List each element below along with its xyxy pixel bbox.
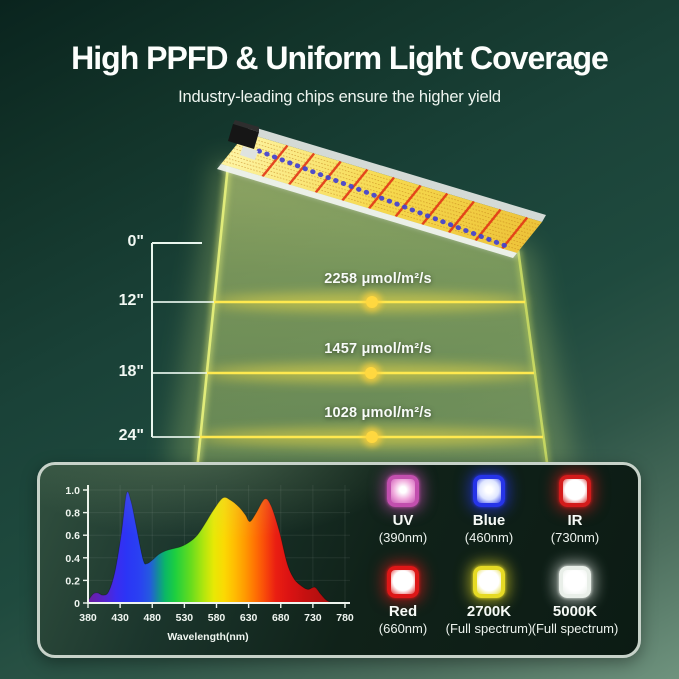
legend-label: Red [388,603,418,620]
distance-label-12: 12" [118,292,144,309]
driver-box [228,124,259,149]
legend-sublabel: (460nm) [464,530,514,545]
legend-label: 2700K [466,603,512,620]
svg-text:530: 530 [176,612,194,624]
legend-label: Blue [472,512,506,529]
legend-item-red: Red (660nm) [360,562,446,653]
distance-label-0: 0" [127,233,144,250]
ppfd-value-18: 1457 μmol/m²/s [324,341,432,357]
coverage-line-18in [152,363,537,383]
legend-sublabel: (730nm) [550,530,600,545]
legend-item-2700k: 2700K (Full spectrum) [446,562,532,653]
coverage-line-24in [152,427,545,447]
spectrum-panel: 380 430 480 530 580 630 680 730 780 1.0 0.8 0.6 0.4 0… [37,462,641,658]
svg-text:630: 630 [240,612,258,624]
coverage-line-12in [152,292,528,312]
warm-white-led-icon [473,566,505,598]
svg-text:0: 0 [74,598,80,610]
uv-led-icon [387,475,419,507]
legend-label: 5000K [552,603,598,620]
ppfd-value-12: 2258 μmol/m²/s [324,271,432,287]
svg-text:580: 580 [208,612,226,624]
svg-text:680: 680 [272,612,290,624]
page-subtitle: Industry-leading chips ensure the higher… [178,88,501,106]
svg-text:730: 730 [304,612,322,624]
svg-text:780: 780 [336,612,354,624]
svg-text:0.4: 0.4 [65,553,80,565]
ppfd-value-24: 1028 μmol/m²/s [324,405,432,421]
led-legend: UV (390nm) Blue (460nm) IR (730nm) Red (… [360,471,618,653]
legend-label: UV [392,512,414,529]
svg-text:0.8: 0.8 [65,508,80,520]
spectrum-chart: 380 430 480 530 580 630 680 730 780 1.0 0.8 0.6 0.4 0… [65,485,354,643]
legend-sublabel: (Full spectrum) [531,621,619,636]
red-led-icon [387,566,419,598]
legend-item-ir: IR (730nm) [532,471,618,562]
fixture-frame-edge [246,126,546,222]
cool-white-led-icon [559,566,591,598]
legend-sublabel: (660nm) [378,621,428,636]
legend-item-blue: Blue (460nm) [446,471,532,562]
page-title: High PPFD & Uniform Light Coverage [71,40,609,76]
legend-label: IR [567,512,583,529]
fixture-near-edge [217,164,517,258]
blue-led-diagonal-row [256,148,509,249]
distance-label-24: 24" [118,427,144,444]
svg-text:480: 480 [143,612,161,624]
ir-led-icon [559,475,591,507]
svg-text:380: 380 [79,612,97,624]
red-led-stripes [261,144,529,250]
svg-text:Wavelength(nm): Wavelength(nm) [167,631,248,643]
distance-label-18: 18" [118,363,144,380]
legend-item-5000k: 5000K (Full spectrum) [532,562,618,653]
svg-text:430: 430 [111,612,129,624]
blue-led-icon [473,475,505,507]
svg-text:1.0: 1.0 [65,485,80,497]
legend-sublabel: (390nm) [378,530,428,545]
driver-box-top [233,120,259,132]
svg-text:0.6: 0.6 [65,530,80,542]
driver-bracket [240,146,258,160]
legend-sublabel: (Full spectrum) [445,621,533,636]
legend-item-uv: UV (390nm) [360,471,446,562]
grow-light-fixture [217,120,546,258]
svg-text:0.2: 0.2 [65,575,80,587]
distance-ruler [151,242,202,437]
